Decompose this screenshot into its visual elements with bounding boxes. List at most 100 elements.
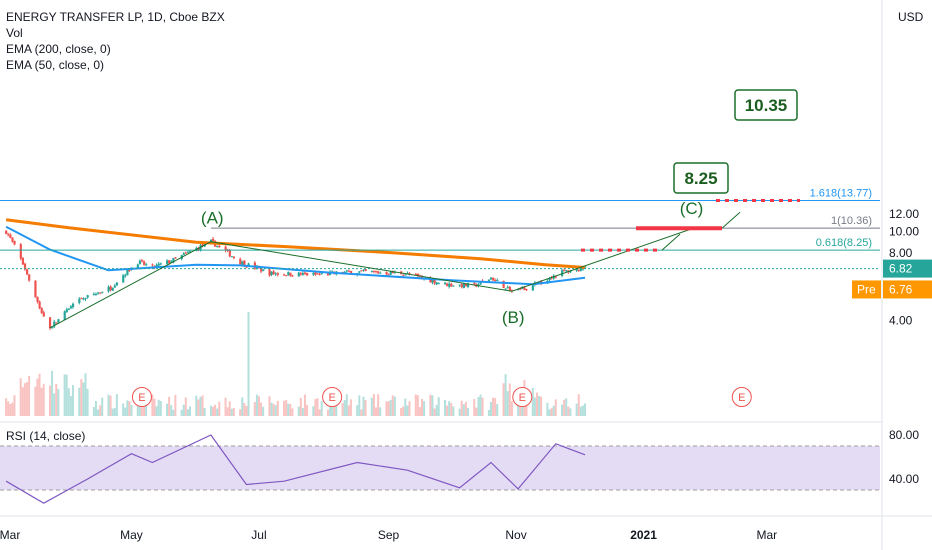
price-tick-label: 10.00 bbox=[889, 225, 919, 239]
candle-body bbox=[78, 298, 81, 303]
volume-bar bbox=[25, 382, 28, 416]
volume-bar bbox=[406, 405, 409, 416]
volume-bar bbox=[335, 403, 338, 416]
volume-bar bbox=[28, 376, 31, 416]
volume-bar bbox=[247, 312, 250, 416]
volume-bar bbox=[67, 388, 70, 416]
volume-bar bbox=[34, 386, 37, 416]
pre-market-badge bbox=[883, 280, 932, 299]
candle-body bbox=[124, 275, 127, 277]
candle-body bbox=[92, 294, 96, 296]
candle-body bbox=[138, 260, 142, 264]
candle-body bbox=[155, 264, 158, 267]
volume-bar bbox=[435, 404, 438, 416]
candle-body bbox=[473, 283, 476, 285]
candle-body bbox=[377, 271, 380, 274]
volume-bar bbox=[575, 403, 578, 416]
candle-body bbox=[375, 271, 378, 273]
volume-bar bbox=[421, 398, 423, 416]
candle-body bbox=[36, 296, 39, 302]
candle-body bbox=[314, 272, 317, 275]
candle-body bbox=[55, 322, 58, 324]
volume-bar bbox=[341, 403, 344, 416]
time-tick-label: Nov bbox=[505, 528, 526, 542]
volume-bar bbox=[214, 404, 217, 416]
candle-body bbox=[276, 273, 279, 275]
volume-bar bbox=[285, 399, 288, 416]
candle-body bbox=[107, 286, 110, 292]
candle-body bbox=[65, 309, 68, 313]
candle-body bbox=[113, 285, 116, 288]
candle-body bbox=[446, 283, 449, 287]
volume-bar bbox=[226, 407, 229, 416]
candle-body bbox=[224, 246, 227, 251]
candle-body bbox=[450, 283, 453, 287]
callout-pointer bbox=[721, 211, 741, 229]
volume-bar bbox=[475, 407, 478, 416]
wave-label: (C) bbox=[680, 199, 704, 218]
candle-body bbox=[548, 278, 551, 281]
volume-bar bbox=[554, 399, 557, 416]
volume-bar bbox=[418, 407, 421, 416]
candle-body bbox=[97, 292, 100, 294]
candle-body bbox=[299, 273, 302, 275]
volume-bar bbox=[492, 397, 495, 416]
volume-bar bbox=[433, 408, 436, 416]
candle-body bbox=[111, 287, 114, 291]
volume-bar bbox=[23, 383, 26, 416]
candle-body bbox=[201, 244, 204, 246]
volume-bar bbox=[510, 401, 513, 416]
volume-bar bbox=[393, 396, 396, 416]
volume-bar bbox=[189, 406, 192, 416]
rsi-line bbox=[5, 434, 586, 504]
volume-bar bbox=[291, 408, 294, 416]
candle-body bbox=[489, 277, 493, 280]
earnings-marker-label: E bbox=[328, 392, 335, 404]
candle-body bbox=[228, 250, 231, 257]
candle-body bbox=[561, 270, 564, 276]
volume-bar bbox=[184, 397, 187, 416]
candle-body bbox=[448, 283, 451, 287]
volume-bar bbox=[375, 407, 378, 416]
volume-bar bbox=[13, 395, 16, 416]
volume-bar bbox=[416, 395, 419, 416]
last-price-value: 6.82 bbox=[889, 262, 913, 276]
candle-body bbox=[312, 273, 315, 275]
volume-bar bbox=[446, 405, 449, 416]
volume-bar bbox=[257, 396, 260, 416]
volume-bar bbox=[496, 404, 499, 416]
volume-bar bbox=[312, 406, 315, 416]
volume-bar bbox=[489, 402, 492, 416]
candle-body bbox=[504, 288, 507, 290]
candle-body bbox=[247, 263, 250, 266]
candle-body bbox=[86, 295, 89, 298]
volume-bar bbox=[153, 398, 156, 416]
volume-bar bbox=[283, 400, 286, 416]
volume-bar bbox=[172, 409, 175, 416]
candle-body bbox=[239, 258, 242, 265]
wave-path bbox=[49, 227, 694, 329]
volume-bar bbox=[274, 405, 277, 416]
candle-body bbox=[243, 260, 246, 266]
volume-bar bbox=[111, 408, 114, 416]
candle-body bbox=[460, 284, 463, 288]
candle-body bbox=[554, 276, 557, 278]
candle-body bbox=[531, 285, 534, 291]
volume-bar bbox=[276, 400, 279, 416]
candle-body bbox=[301, 273, 305, 275]
candle-body bbox=[115, 282, 119, 286]
rsi-legend: RSI (14, close) bbox=[6, 429, 86, 443]
volume-bar bbox=[540, 396, 543, 416]
legend-ema50: EMA (50, close, 0) bbox=[6, 58, 105, 72]
earnings-marker-label: E bbox=[519, 392, 526, 404]
candle-body bbox=[508, 286, 511, 291]
volume-bar bbox=[51, 370, 54, 416]
candle-body bbox=[13, 240, 16, 245]
volume-bar bbox=[389, 399, 392, 416]
candle-body bbox=[433, 279, 436, 284]
volume-bar bbox=[326, 409, 329, 416]
callout-box bbox=[673, 162, 729, 194]
candle-body bbox=[270, 271, 273, 275]
volume-bar bbox=[372, 394, 375, 416]
